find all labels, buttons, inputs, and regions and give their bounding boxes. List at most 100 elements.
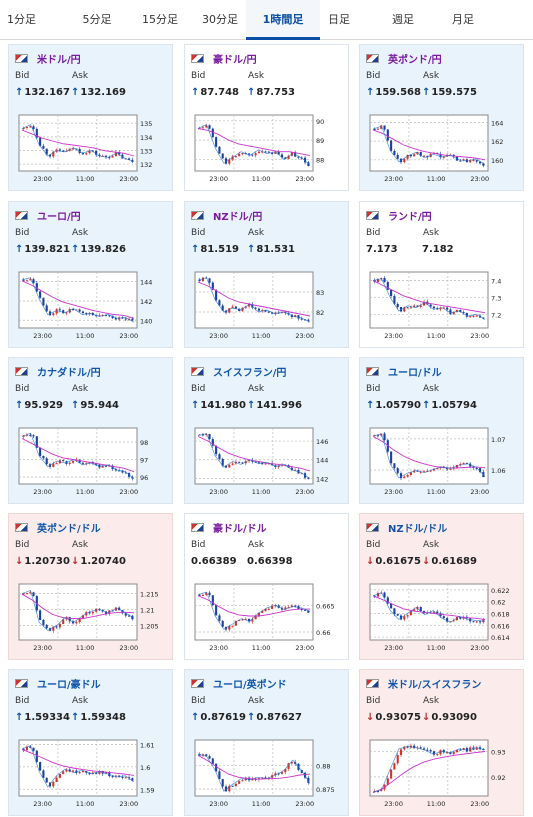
bid-value: ↑81.519 (191, 244, 239, 255)
rate-card[interactable]: ランド/円 Bid Ask 7.173 7.182 7.4 7.3 7.2 23:00 11:00… (359, 201, 524, 348)
candle-body (45, 458, 48, 465)
pair-name[interactable]: ユーロ/円 (37, 212, 81, 223)
candle-body (264, 777, 267, 779)
candle-body (88, 150, 91, 154)
candle-body (442, 156, 445, 158)
rate-card[interactable]: ユーロ/豪ドル Bid Ask ↑1.59334 ↑1.59348 1.61 1.6 1.59… (8, 669, 173, 816)
tab-7[interactable]: 週足 (392, 13, 414, 26)
pair-name[interactable]: 豪ドル/ドル (213, 524, 267, 535)
candle-body (215, 445, 218, 455)
pair-name[interactable]: 米ドル/円 (37, 55, 81, 66)
candle-body (284, 768, 287, 773)
rate-card[interactable]: 英ポンド/円 Bid Ask ↑159.568 ↑159.575 164 162 160 23:… (359, 44, 524, 191)
candle-body (35, 436, 38, 448)
candle-body (62, 771, 65, 775)
pair-name[interactable]: 英ポンド/円 (388, 55, 442, 66)
x-tick-label: 23:00 (384, 644, 403, 652)
bid-price: 7.173 (366, 244, 398, 255)
pair-name[interactable]: NZドル/ドル (388, 524, 448, 535)
pair-name[interactable]: ランド/円 (388, 212, 432, 223)
tab-5[interactable]: 1時間足 (246, 0, 320, 40)
candle-body (284, 157, 287, 159)
candle-body (261, 151, 264, 153)
tab-1[interactable]: 1分足 (7, 13, 36, 26)
pair-name[interactable]: 豪ドル/円 (213, 55, 257, 66)
bid-value: ↑1.05790 (366, 400, 421, 411)
candle-body (91, 611, 94, 614)
ask-value: ↑139.826 (71, 244, 126, 255)
tab-3[interactable]: 15分足 (142, 13, 178, 26)
candle-body (449, 621, 452, 623)
candle-body (459, 616, 462, 619)
candle-body (52, 151, 55, 157)
candle-body (78, 309, 81, 312)
candle-body (62, 150, 65, 152)
x-tick-label: 11:00 (252, 175, 271, 183)
price-chart[interactable]: 164 162 160 23:00 11:00 23:00 (366, 111, 516, 189)
rate-card[interactable]: NZドル/ドル Bid Ask ↓0.61675 ↓0.61689 0.622 0.62 0.… (359, 513, 524, 660)
rate-card[interactable]: ユーロ/円 Bid Ask ↑139.821 ↑139.826 144 142 140 23:0… (8, 201, 173, 348)
rate-card[interactable]: NZドル/円 Bid Ask ↑81.519 ↑81.531 83 82 23:00 11:00… (184, 201, 349, 348)
rate-card[interactable]: 英ポンド/ドル Bid Ask ↓1.20730 ↓1.20740 1.215 1.21 1.… (8, 513, 173, 660)
candle-body (55, 777, 58, 782)
candle-body (65, 312, 68, 314)
candle-body (221, 458, 224, 466)
rate-card[interactable]: カナダドル/円 Bid Ask ↑95.929 ↑95.944 98 97 96 23:00 11… (8, 357, 173, 504)
candle-body (101, 465, 104, 468)
arrow-up-icon: ↑ (71, 244, 80, 255)
candle-body (393, 296, 396, 304)
candle-body (419, 747, 422, 749)
pair-name[interactable]: カナダドル/円 (37, 368, 101, 379)
candle-body (114, 607, 117, 611)
candle-body (267, 311, 270, 313)
candle-body (128, 158, 131, 160)
candle-body (452, 620, 455, 622)
price-chart[interactable]: 83 82 23:00 11:00 23:00 (191, 268, 341, 346)
rate-card[interactable]: 米ドル/円 Bid Ask ↑132.167 ↑132.169 135 134 133 132 2… (8, 44, 173, 191)
rate-card[interactable]: ユーロ/ドル Bid Ask ↑1.05790 ↑1.05794 1.07 1.06 23:0… (359, 357, 524, 504)
eu-jp-flag-icon (15, 211, 28, 220)
candle-body (297, 156, 300, 158)
tab-2[interactable]: 5分足 (82, 13, 112, 26)
moving-average-line (372, 280, 486, 314)
price-chart[interactable]: 0.93 0.92 23:00 11:00 23:00 (366, 736, 516, 814)
y-tick-label: 82 (316, 309, 324, 317)
rate-card[interactable]: ユーロ/英ポンド Bid Ask ↑0.87619 ↑0.87627 0.88 0.875 2… (184, 669, 349, 816)
price-chart[interactable]: 1.07 1.06 23:00 11:00 23:00 (366, 424, 516, 502)
rate-card[interactable]: スイスフラン/円 Bid Ask ↑141.980 ↑141.996 146 144 142 2… (184, 357, 349, 504)
moving-average-line (21, 438, 135, 473)
pair-name[interactable]: NZドル/円 (213, 212, 263, 223)
price-chart[interactable]: 90 89 88 23:00 11:00 23:00 (191, 111, 341, 189)
candle-body (257, 151, 260, 154)
pair-name[interactable]: ユーロ/ドル (388, 368, 442, 379)
rate-card[interactable]: 米ドル/スイスフラン Bid Ask ↓0.93075 ↓0.93090 0.93 0.92… (359, 669, 524, 816)
tab-6[interactable]: 日足 (328, 13, 350, 26)
candle-body (393, 763, 396, 770)
tab-4[interactable]: 30分足 (202, 13, 238, 26)
pair-name[interactable]: ユーロ/豪ドル (37, 680, 101, 691)
candle-body (399, 473, 403, 479)
candle-body (423, 471, 426, 473)
rate-card[interactable]: 豪ドル/円 Bid Ask ↑87.748 ↑87.753 90 89 88 23:00 11:0… (184, 44, 349, 191)
rate-card[interactable]: 豪ドル/ドル Bid Ask 0.66389 0.66398 0.665 0.66 23:00… (184, 513, 349, 660)
candle-body (406, 474, 409, 477)
candle-body (267, 608, 270, 610)
price-chart[interactable]: 7.4 7.3 7.2 23:00 11:00 23:00 (366, 268, 516, 346)
chart-plot-area (18, 739, 138, 797)
candle-body (221, 153, 224, 159)
tab-8[interactable]: 月足 (452, 13, 474, 26)
pair-name[interactable]: スイスフラン/円 (213, 368, 287, 379)
price-chart[interactable]: 1.215 1.21 1.205 23:00 11:00 23:00 (15, 580, 165, 658)
pair-name[interactable]: 米ドル/スイスフラン (388, 680, 482, 691)
candle-body (201, 277, 204, 282)
pair-name[interactable]: ユーロ/英ポンド (213, 680, 287, 691)
pair-name[interactable]: 英ポンド/ドル (37, 524, 101, 535)
